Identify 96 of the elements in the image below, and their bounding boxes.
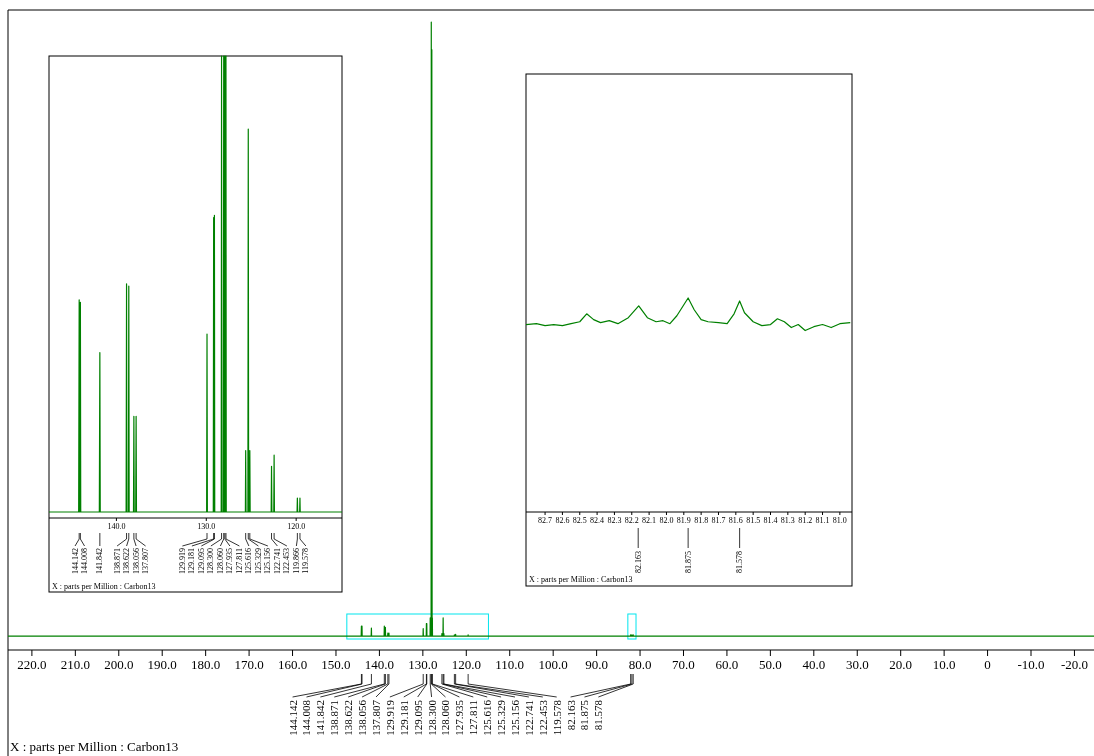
- annotation: 129.919: [177, 548, 187, 574]
- x-tick-label: 82.3: [607, 515, 622, 525]
- annotation: 122.453: [536, 699, 549, 736]
- x-tick-label: 200.0: [104, 656, 134, 672]
- x-tick-label: 140.0: [107, 521, 126, 531]
- annotation: 125.156: [263, 548, 273, 574]
- x-tick-label: 81.2: [798, 515, 813, 525]
- x-tick-label: 82.1: [642, 515, 657, 525]
- annotation: 127.811: [467, 700, 480, 736]
- x-tick-label: 50.0: [759, 656, 782, 672]
- x-axis-title: X : parts per Million : Carbon13: [52, 582, 156, 591]
- annotation: 138.056: [131, 548, 141, 574]
- x-tick-label: 10.0: [932, 656, 956, 672]
- x-tick-label: 80.0: [628, 656, 652, 672]
- x-tick-label: 190.0: [147, 656, 177, 672]
- annotation: 144.142: [70, 548, 80, 574]
- x-tick-label: 82.0: [659, 515, 674, 525]
- annotation: 129.095: [196, 548, 206, 574]
- annotation: 125.329: [495, 699, 508, 736]
- x-tick-label: 0: [984, 656, 991, 672]
- annotation: 125.329: [253, 548, 263, 574]
- x-tick-label: 81.5: [746, 515, 761, 525]
- x-tick-label: -20.0: [1060, 656, 1088, 672]
- x-tick-label: 82.6: [555, 515, 570, 525]
- x-tick-label: 81.7: [711, 515, 726, 525]
- x-axis-title: X : parts per Million : Carbon13: [529, 575, 633, 584]
- annotation: 119.578: [550, 699, 563, 736]
- annotation: 129.181: [397, 700, 410, 736]
- annotation: 138.622: [342, 700, 355, 736]
- x-tick-label: 150.0: [321, 656, 351, 672]
- x-tick-label: 81.0: [832, 515, 847, 525]
- x-tick-label: 81.4: [763, 515, 778, 525]
- annotation: 138.871: [112, 548, 122, 574]
- annotation: 119.578: [301, 548, 311, 574]
- annotation: 138.871: [328, 700, 341, 736]
- x-tick-label: 82.4: [590, 515, 605, 525]
- annotation: 127.935: [225, 548, 235, 574]
- x-tick-label: 81.9: [676, 515, 691, 525]
- annotation: 81.875: [578, 699, 591, 731]
- annotation: 122.741: [272, 548, 282, 574]
- annotation: 141.842: [314, 700, 327, 736]
- annotation: 138.056: [356, 699, 369, 736]
- x-tick-label: 81.8: [694, 515, 709, 525]
- annotation: 81.875: [683, 551, 693, 573]
- annotation: 141.842: [95, 548, 105, 574]
- annotation: 128.300: [206, 548, 216, 574]
- annotation: 122.453: [282, 548, 292, 574]
- annotation: 125.616: [481, 699, 494, 736]
- annotation: 125.616: [244, 548, 254, 574]
- annotation: 125.156: [508, 699, 521, 736]
- annotation: 129.181: [187, 548, 197, 574]
- x-tick-label: 81.3: [780, 515, 795, 525]
- annotation: 137.807: [141, 548, 151, 574]
- x-tick-label: 130.0: [197, 521, 216, 531]
- x-tick-label: 81.1: [815, 515, 830, 525]
- annotation: 81.578: [735, 551, 745, 573]
- x-tick-label: 160.0: [277, 656, 308, 672]
- annotation: 129.919: [383, 699, 396, 736]
- annotation: 129.095: [411, 699, 424, 736]
- annotation: 81.578: [592, 699, 605, 731]
- x-tick-label: 20.0: [889, 656, 913, 672]
- x-tick-label: 30.0: [845, 656, 869, 672]
- x-tick-label: 82.2: [624, 515, 639, 525]
- x-tick-label: -10.0: [1017, 656, 1045, 672]
- x-tick-label: 82.5: [572, 515, 587, 525]
- annotation: 144.008: [300, 699, 313, 736]
- annotation: 128.300: [425, 699, 438, 736]
- annotation: 127.935: [453, 699, 466, 736]
- x-tick-label: 90.0: [585, 656, 608, 672]
- annotation: 137.807: [369, 699, 382, 736]
- x-tick-label: 82.7: [538, 515, 553, 525]
- x-tick-label: 81.6: [728, 515, 743, 525]
- x-tick-label: 210.0: [60, 656, 90, 672]
- annotation: 82.163: [564, 699, 577, 731]
- x-tick-label: 120.0: [451, 656, 481, 672]
- annotation: 138.622: [122, 548, 132, 574]
- x-tick-label: 180.0: [191, 656, 221, 672]
- x-tick-label: 130.0: [408, 656, 438, 672]
- annotation: 128.060: [439, 699, 452, 736]
- annotation: 127.811: [234, 548, 244, 574]
- x-tick-label: 140.0: [364, 656, 395, 672]
- annotation: 144.008: [80, 548, 90, 574]
- x-tick-label: 40.0: [802, 656, 826, 672]
- x-axis-title: X : parts per Million : Carbon13: [10, 739, 179, 754]
- annotation: 122.741: [522, 700, 535, 736]
- x-tick-label: 120.0: [287, 521, 306, 531]
- x-tick-label: 220.0: [17, 656, 47, 672]
- x-tick-label: 60.0: [715, 656, 739, 672]
- annotation: 144.142: [286, 700, 299, 736]
- x-tick-label: 110.0: [495, 656, 525, 672]
- annotation: 119.866: [291, 548, 301, 574]
- x-tick-label: 70.0: [672, 656, 695, 672]
- annotation: 82.163: [633, 551, 643, 573]
- annotation: 128.060: [215, 548, 225, 574]
- x-tick-label: 170.0: [234, 656, 264, 672]
- x-tick-label: 100.0: [538, 656, 568, 672]
